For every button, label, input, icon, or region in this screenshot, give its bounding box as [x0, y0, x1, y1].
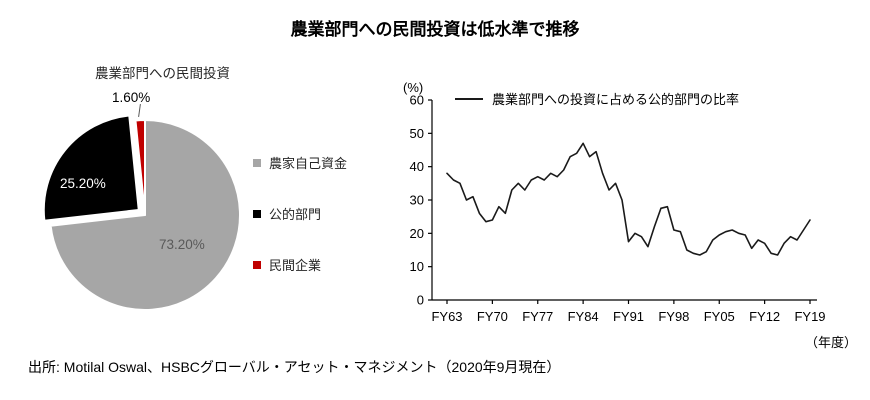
- x-axis-unit-label: （年度）: [805, 335, 858, 350]
- pie-slice-2: [134, 119, 146, 216]
- legend-swatch-self-funds-icon: [253, 158, 261, 167]
- legend-swatch-public-sector-icon: [253, 209, 261, 218]
- x-tick-label: FY70: [477, 309, 508, 324]
- line-chart: 0 10 20 30 40 50 60 FY63 FY70 FY77 FY84 FY91 FY98 FY0…: [410, 93, 826, 325]
- pie-value-label-private: 1.60%: [112, 90, 151, 105]
- pie-slice-1: [42, 114, 140, 222]
- legend-label-private-company: 民間企業: [269, 258, 322, 273]
- y-axis-unit-label: (%): [403, 80, 424, 95]
- line-chart-legend: 農業部門への投資に占める公的部門の比率: [455, 89, 739, 108]
- pie-chart-title: 農業部門への民間投資: [95, 66, 230, 81]
- x-tick-label: FY12: [749, 309, 780, 324]
- pie-value-label-public: 25.20%: [60, 176, 106, 191]
- source-note: 出所: Motilal Oswal、HSBCグローバル・アセット・マネジメント（…: [28, 359, 561, 375]
- legend-item-public-sector: 公的部門: [253, 204, 347, 223]
- x-tick-label: FY63: [431, 309, 462, 324]
- y-tick-label: 0: [417, 293, 424, 308]
- y-tick-label: 40: [410, 159, 424, 174]
- y-tick-label: 30: [410, 193, 424, 208]
- pie-value-label-self: 73.20%: [159, 237, 205, 252]
- x-tick-label: FY91: [613, 309, 644, 324]
- x-tick-label: FY05: [704, 309, 735, 324]
- legend-label-public-sector: 公的部門: [269, 207, 322, 222]
- x-tick-label: FY98: [658, 309, 689, 324]
- legend-item-self-funds: 農家自己資金: [253, 153, 347, 172]
- x-tick-label: FY19: [794, 309, 825, 324]
- legend-item-private-company: 民間企業: [253, 255, 347, 274]
- pie-chart: [42, 114, 241, 311]
- y-tick-label: 10: [410, 259, 424, 274]
- data-line-public-sector-ratio: [446, 142, 811, 256]
- legend-swatch-private-company-icon: [253, 260, 261, 269]
- pie-legend: 農家自己資金 公的部門 民間企業: [253, 153, 347, 274]
- y-tick-label: 50: [410, 126, 424, 141]
- legend-line-sample-icon: [455, 97, 483, 100]
- x-tick-label: FY77: [522, 309, 553, 324]
- line-legend-label: 農業部門への投資に占める公的部門の比率: [492, 92, 740, 107]
- x-tick-label: FY84: [568, 309, 599, 324]
- legend-label-self-funds: 農家自己資金: [269, 156, 348, 171]
- y-tick-label: 20: [410, 226, 424, 241]
- page-title: 農業部門への民間投資は低水準で推移: [290, 20, 580, 39]
- y-tick-label: 60: [410, 93, 424, 108]
